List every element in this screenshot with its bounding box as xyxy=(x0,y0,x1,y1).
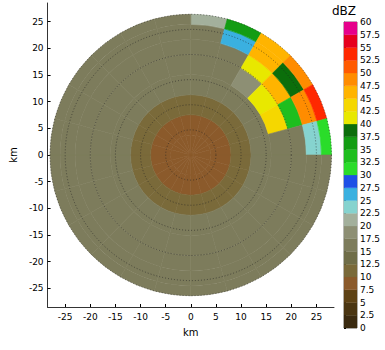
svg-text:-25: -25 xyxy=(58,312,73,322)
svg-text:42.5: 42.5 xyxy=(360,106,380,116)
svg-text:12.5: 12.5 xyxy=(360,259,380,269)
svg-text:-20: -20 xyxy=(83,312,98,322)
svg-text:-10: -10 xyxy=(133,312,148,322)
svg-text:45: 45 xyxy=(360,94,371,104)
svg-text:-15: -15 xyxy=(108,312,123,322)
svg-text:0: 0 xyxy=(188,312,194,322)
svg-text:-25: -25 xyxy=(29,283,44,293)
svg-text:5: 5 xyxy=(213,312,219,322)
svg-text:km: km xyxy=(183,327,199,338)
svg-text:0: 0 xyxy=(360,323,366,333)
svg-text:25: 25 xyxy=(360,196,371,206)
svg-text:50: 50 xyxy=(360,68,372,78)
svg-text:27.5: 27.5 xyxy=(360,183,380,193)
svg-text:20: 20 xyxy=(286,312,298,322)
svg-text:5: 5 xyxy=(38,123,44,133)
svg-text:-10: -10 xyxy=(29,203,44,213)
svg-text:52.5: 52.5 xyxy=(360,55,380,65)
svg-text:32.5: 32.5 xyxy=(360,157,380,167)
svg-text:-5: -5 xyxy=(35,177,44,187)
svg-text:-15: -15 xyxy=(29,230,44,240)
svg-text:15: 15 xyxy=(360,247,371,257)
svg-text:dBZ: dBZ xyxy=(332,4,356,18)
svg-text:10: 10 xyxy=(235,312,247,322)
svg-text:10: 10 xyxy=(32,97,44,107)
svg-text:22.5: 22.5 xyxy=(360,208,380,218)
svg-text:30: 30 xyxy=(360,170,372,180)
svg-text:55: 55 xyxy=(360,43,371,53)
svg-text:47.5: 47.5 xyxy=(360,81,380,91)
svg-text:0: 0 xyxy=(38,150,44,160)
svg-text:20: 20 xyxy=(360,221,372,231)
svg-text:17.5: 17.5 xyxy=(360,234,380,244)
svg-text:15: 15 xyxy=(32,70,43,80)
svg-text:-5: -5 xyxy=(161,312,170,322)
svg-text:25: 25 xyxy=(32,17,43,27)
svg-text:7.5: 7.5 xyxy=(360,285,374,295)
svg-text:10: 10 xyxy=(360,272,372,282)
svg-text:-20: -20 xyxy=(29,257,44,267)
svg-text:15: 15 xyxy=(260,312,271,322)
svg-text:km: km xyxy=(8,147,19,163)
svg-text:40: 40 xyxy=(360,119,372,129)
svg-text:60: 60 xyxy=(360,17,372,27)
svg-text:20: 20 xyxy=(32,43,44,53)
svg-text:35: 35 xyxy=(360,145,371,155)
svg-text:2.5: 2.5 xyxy=(360,310,374,320)
svg-text:57.5: 57.5 xyxy=(360,30,380,40)
svg-text:37.5: 37.5 xyxy=(360,132,380,142)
svg-text:5: 5 xyxy=(360,298,366,308)
svg-text:25: 25 xyxy=(311,312,322,322)
